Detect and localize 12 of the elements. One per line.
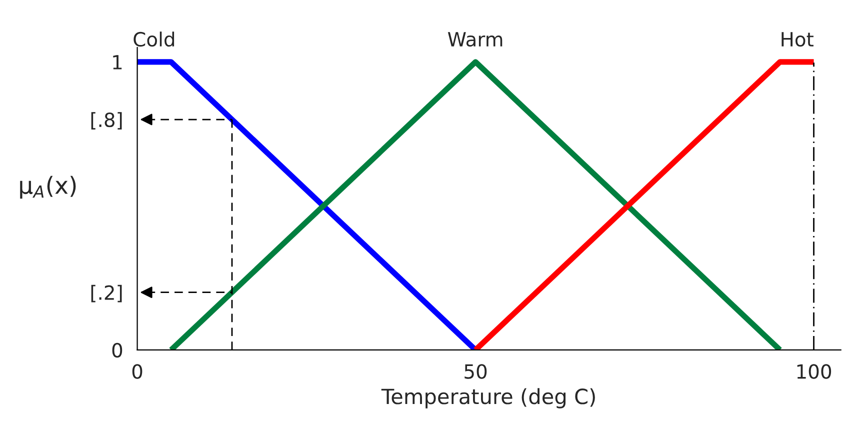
- series-label: Cold: [134, 32, 174, 47]
- x-tick-label: 100: [797, 364, 832, 379]
- series-label: Warm: [448, 32, 502, 47]
- x-tick-label: 0: [132, 364, 142, 379]
- y-tick-label: 0: [112, 342, 122, 358]
- y-axis-title: μ$_{A}$(x): [20, 176, 76, 199]
- y-tick-label: 1: [113, 55, 122, 70]
- y-tick-label: [.8]: [91, 112, 122, 130]
- series-label: Hot: [782, 32, 814, 47]
- x-tick-label: 50: [464, 364, 487, 379]
- x-axis-title: Temperature (deg C): [381, 388, 595, 408]
- y-tick-label: [.2]: [91, 284, 122, 302]
